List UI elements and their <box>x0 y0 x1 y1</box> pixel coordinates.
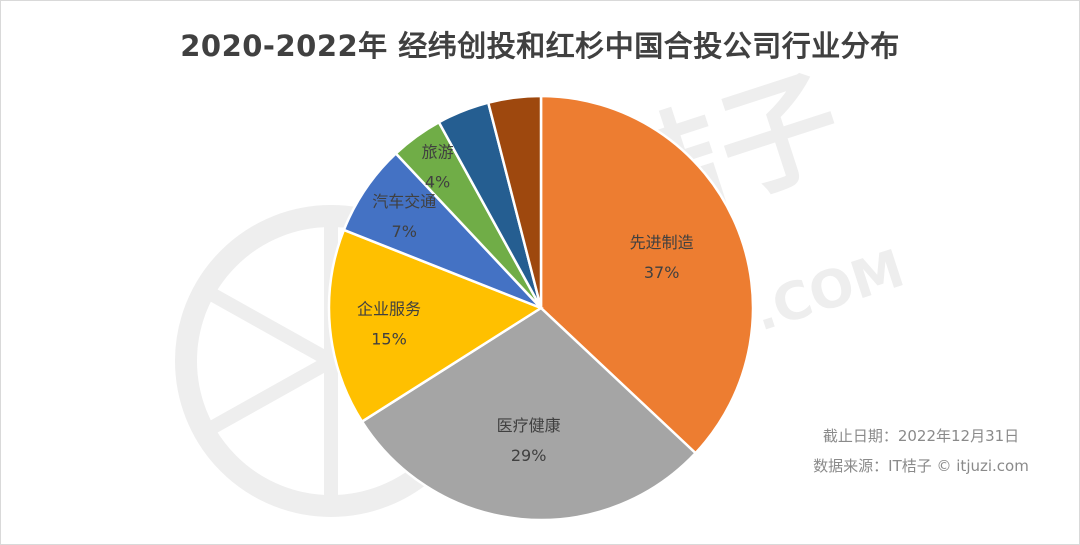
slice-label-0: 先进制造 <box>630 233 694 252</box>
slice-value-label-4: 4% <box>425 173 450 192</box>
pie-slice-0 <box>539 94 755 455</box>
slice-label-2: 企业服务 <box>357 299 421 318</box>
pie-slice-1 <box>360 306 698 522</box>
slice-label-4: 旅游 <box>422 143 454 162</box>
chart-title: 2020-2022年 经纬创投和红杉中国合投公司行业分布 <box>180 29 900 63</box>
slice-value-label-0: 37% <box>644 263 680 282</box>
cutoff-date-note: 截止日期：2022年12月31日 <box>822 427 1020 445</box>
slice-value-label-3: 7% <box>392 222 417 241</box>
slice-value-label-2: 15% <box>371 329 407 348</box>
slice-label-3: 汽车交通 <box>372 192 436 211</box>
slice-label-1: 医疗健康 <box>497 416 561 435</box>
data-source-note: 数据来源：IT桔子 © itjuzi.com <box>813 457 1029 475</box>
watermark-text-en: .COM <box>746 239 911 344</box>
slice-value-label-1: 29% <box>511 446 547 465</box>
pie-labels: 先进制造 37% 医疗健康 29% 企业服务 15% 汽车交通 7% 旅游 4% <box>357 143 694 465</box>
pie-slices <box>327 94 755 522</box>
pie-slice-2 <box>327 228 544 424</box>
pie-slice-6 <box>486 94 543 309</box>
